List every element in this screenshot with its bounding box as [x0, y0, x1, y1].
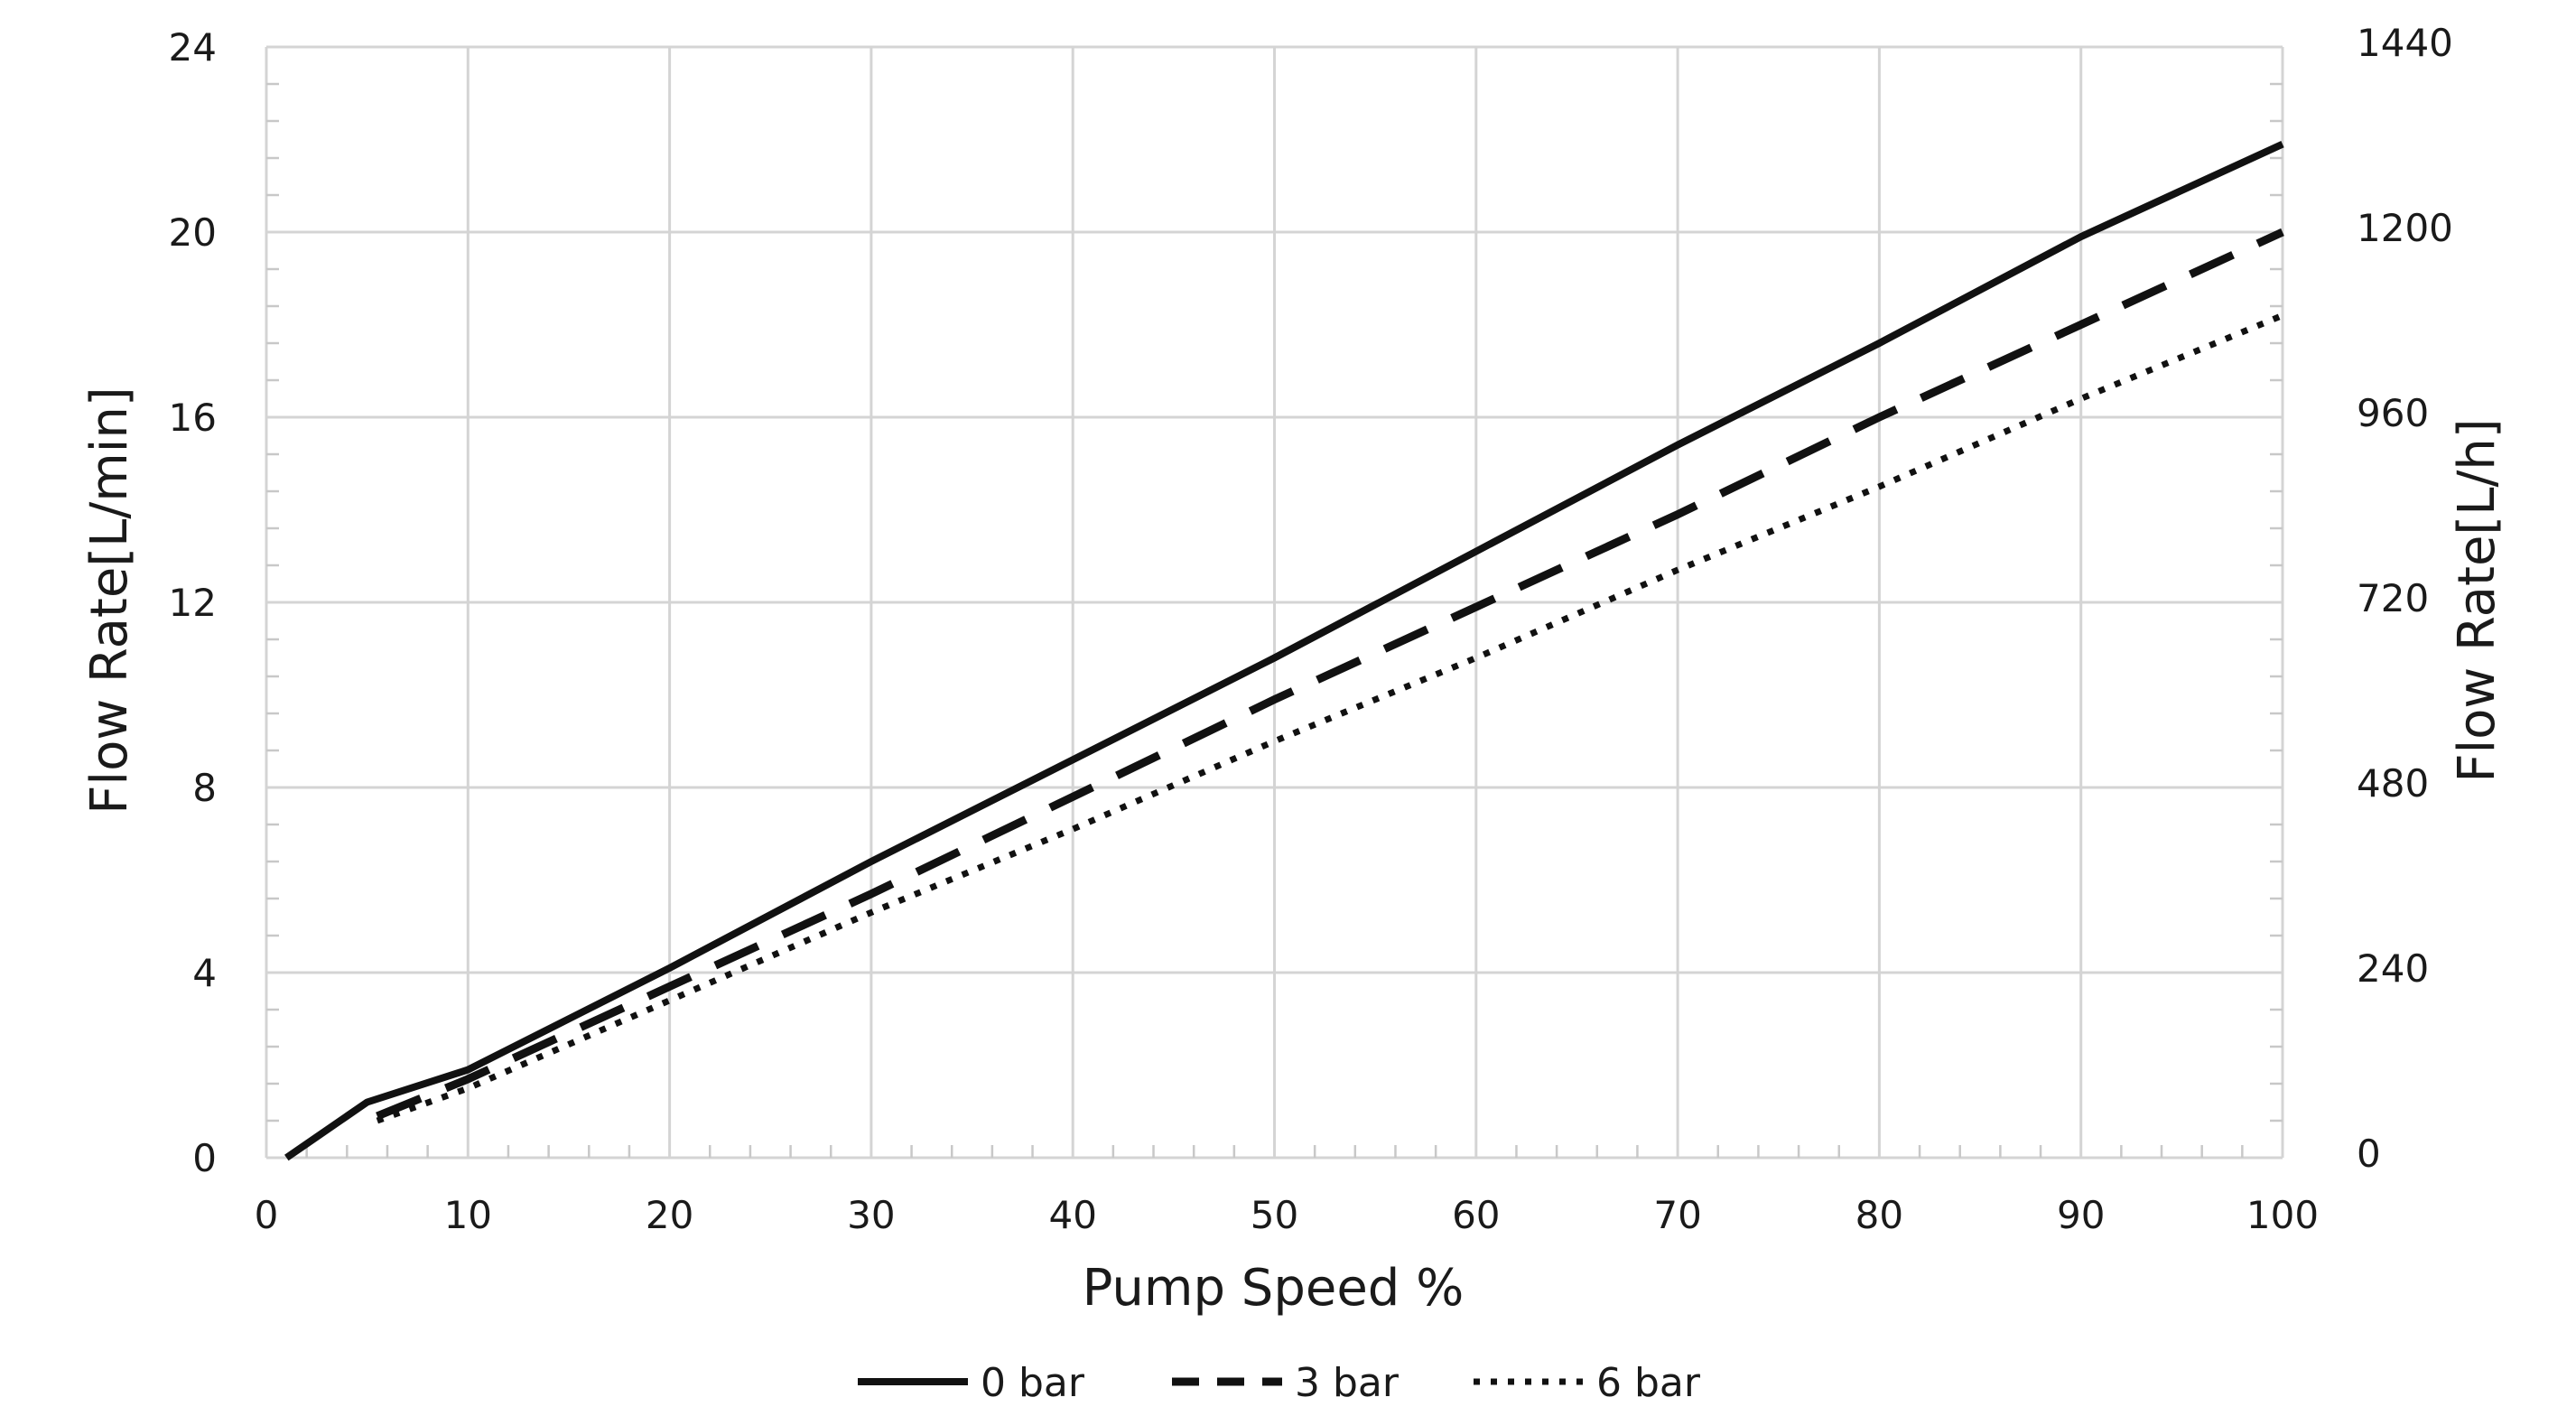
x-tick-label-50: 50 [1251, 1193, 1298, 1237]
legend: 0 bar 3 bar 6 bar [858, 1360, 1701, 1406]
x-tick-label-70: 70 [1653, 1193, 1701, 1237]
x-axis-title: Pump Speed % [1083, 1259, 1465, 1318]
tick-labels: 0 10 20 30 40 50 60 70 80 90 100048121620240240480… [169, 21, 2453, 1237]
x-tick-label-60: 60 [1452, 1193, 1500, 1237]
y-tick-label-20: 20 [169, 210, 217, 255]
x-tick-label-80: 80 [1855, 1193, 1903, 1237]
y2-tick-label-480: 480 [2357, 761, 2429, 806]
y2-tick-label-1440: 1440 [2357, 21, 2453, 65]
x-tick-label-20: 20 [646, 1193, 693, 1237]
x-tick-label-90: 90 [2057, 1193, 2105, 1237]
y-axis-title: Flow Rate[L/min] [80, 387, 139, 814]
y2-tick-label-1200: 1200 [2357, 206, 2453, 250]
series-line-3-bar [376, 228, 2284, 1121]
minor-ticks [266, 82, 2283, 1158]
series-lines [284, 140, 2284, 1161]
series-line-6-bar [376, 312, 2284, 1124]
y-tick-label-24: 24 [169, 25, 217, 70]
x-tick-label-10: 10 [444, 1193, 492, 1237]
y-tick-label-4: 4 [192, 951, 217, 995]
y2-tick-label-720: 720 [2357, 576, 2429, 620]
y-tick-label-0: 0 [192, 1136, 217, 1180]
series-line-0-bar [284, 140, 2284, 1161]
gridlines [265, 45, 2284, 1160]
y2-tick-label-240: 240 [2357, 946, 2429, 991]
y2-tick-label-960: 960 [2357, 391, 2429, 435]
x-tick-label-0: 0 [255, 1193, 279, 1237]
y-tick-label-16: 16 [169, 396, 217, 440]
x-tick-label-40: 40 [1048, 1193, 1096, 1237]
y2-tick-label-0: 0 [2357, 1132, 2381, 1176]
x-tick-label-100: 100 [2246, 1193, 2319, 1237]
legend-label-0-bar: 0 bar [981, 1360, 1085, 1406]
y-tick-label-12: 12 [169, 581, 217, 625]
x-tick-label-30: 30 [847, 1193, 895, 1237]
y-tick-label-8: 8 [192, 766, 217, 810]
legend-label-3-bar: 3 bar [1295, 1360, 1400, 1406]
y2-axis-title: Flow Rate[L/h] [2448, 418, 2506, 782]
legend-label-6-bar: 6 bar [1596, 1360, 1701, 1406]
